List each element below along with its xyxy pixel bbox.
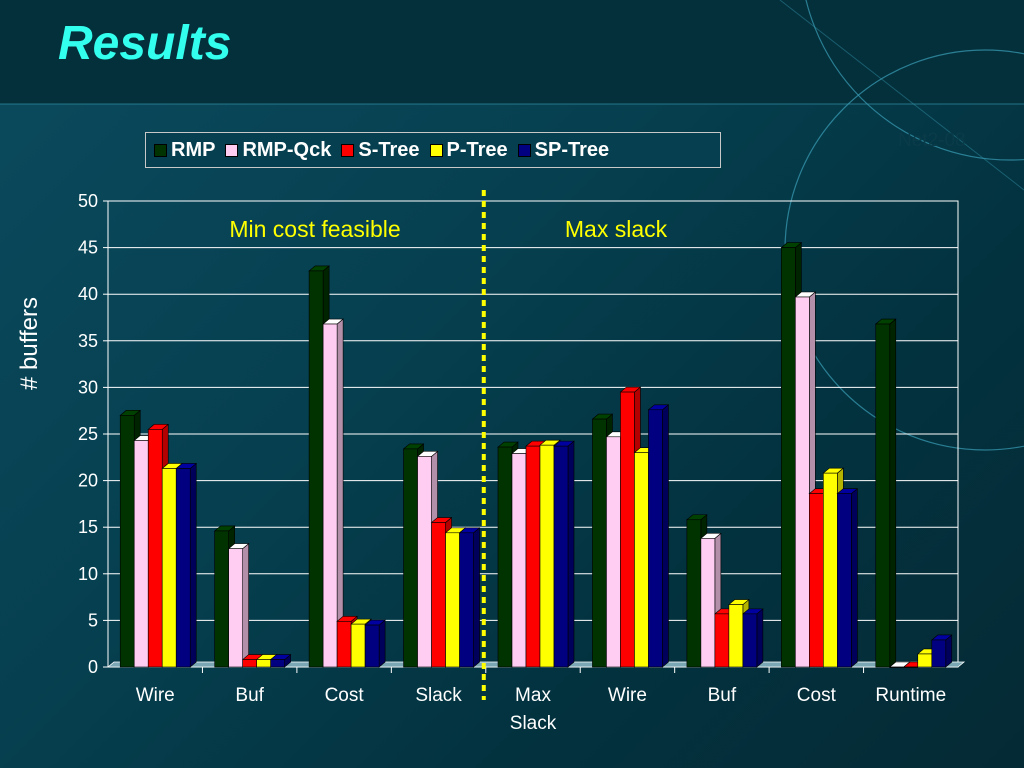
bar: [497, 446, 513, 668]
slide-tag: Net2-08: [898, 130, 966, 151]
bar: [620, 391, 635, 668]
bar: [256, 659, 271, 668]
y-tick-label: 40: [78, 284, 98, 304]
y-tick-label: 45: [78, 238, 98, 258]
bar: [133, 440, 149, 668]
x-tick-label: Cost: [325, 685, 365, 706]
bar: [634, 452, 649, 668]
bar: [606, 436, 621, 668]
bar: [917, 653, 933, 668]
legend-label-s-tree: S-Tree: [358, 138, 420, 161]
bar-side: [336, 318, 344, 668]
bar: [350, 623, 366, 668]
y-tick-label: 10: [78, 564, 98, 584]
legend-swatch-s-tree: [341, 143, 355, 157]
x-tick-label: Max: [515, 685, 551, 706]
bar: [700, 538, 716, 668]
x-tick-label: Runtime: [875, 685, 946, 706]
bar: [242, 659, 257, 668]
bar: [175, 468, 191, 668]
bar: [931, 639, 947, 668]
bar: [364, 624, 380, 668]
bar-side: [567, 440, 575, 668]
x-tick-label: Slack: [510, 713, 557, 734]
legend-label-p-tree: P-Tree: [446, 138, 508, 161]
bar: [875, 323, 891, 668]
x-tick-label: Buf: [708, 685, 737, 706]
bar: [742, 613, 758, 668]
bar: [648, 409, 663, 668]
annotation-min-cost-feasible: Min cost feasible: [229, 216, 400, 242]
bar-side: [756, 608, 764, 668]
legend-item-sp-tree: SP-Tree: [517, 138, 610, 162]
bar-side: [189, 462, 197, 668]
bar-side: [662, 404, 669, 668]
bar: [795, 296, 810, 668]
y-tick-label: 30: [78, 377, 98, 397]
bar: [308, 270, 324, 668]
bar-side: [889, 318, 897, 668]
y-tick-label: 15: [78, 517, 98, 537]
bar: [781, 247, 796, 668]
bar: [539, 444, 555, 668]
bar: [889, 666, 905, 668]
legend-item-rmp: RMP: [154, 139, 215, 162]
bar: [903, 666, 919, 668]
legend-swatch-p-tree: [429, 143, 443, 157]
page-title: Results: [58, 17, 232, 70]
bar: [553, 445, 569, 668]
legend: RMP RMP-Qck S-Tree P-Tree SP-Tree: [145, 132, 721, 168]
bar: [270, 659, 285, 668]
bar: [431, 522, 446, 668]
bar: [823, 472, 838, 668]
legend-swatch-rmp: [154, 143, 167, 157]
x-tick-label: Wire: [136, 685, 175, 706]
bar: [592, 418, 607, 668]
bar: [445, 532, 460, 668]
bar-side: [851, 488, 858, 668]
legend-item-p-tree: P-Tree: [429, 138, 508, 162]
bar: [403, 448, 418, 668]
y-tick-label: 25: [78, 424, 98, 444]
legend-item-rmp-qck: RMP-Qck: [225, 139, 331, 162]
title-band: [0, 0, 1024, 104]
y-tick-label: 50: [78, 191, 98, 211]
x-tick-label: Buf: [235, 685, 264, 706]
bar: [228, 548, 243, 668]
x-tick-label: Wire: [608, 685, 647, 706]
x-tick-label: Cost: [797, 685, 837, 706]
y-tick-label: 0: [88, 657, 98, 677]
bar: [714, 613, 730, 668]
bar: [459, 532, 474, 668]
bar: [686, 519, 702, 668]
y-tick-label: 20: [78, 471, 98, 491]
bar-side: [473, 527, 480, 668]
bar: [214, 530, 229, 668]
bar: [322, 323, 338, 668]
bar: [417, 456, 432, 668]
legend-swatch-rmp-qck: [225, 143, 239, 157]
bar: [119, 415, 135, 668]
legend-item-s-tree: S-Tree: [341, 138, 420, 162]
bar: [511, 453, 527, 668]
legend-label-sp-tree: SP-Tree: [534, 138, 610, 161]
bar: [161, 468, 177, 668]
bar-side: [945, 634, 953, 668]
x-tick-label: Slack: [415, 685, 462, 706]
bar: [837, 493, 852, 668]
bar-side: [378, 619, 386, 668]
bar-side: [242, 542, 249, 668]
legend-swatch-sp-tree: [517, 143, 531, 157]
y-tick-label: 5: [88, 610, 98, 630]
bar: [525, 445, 541, 668]
bar: [147, 429, 163, 668]
bar: [728, 604, 744, 668]
annotation-max-slack: Max slack: [565, 216, 668, 242]
legend-label-rmp-qck: RMP-Qck: [242, 138, 332, 161]
legend-label-rmp: RMP: [171, 138, 216, 161]
bar: [809, 493, 824, 668]
bar: [336, 621, 352, 668]
y-tick-label: 35: [78, 331, 98, 351]
